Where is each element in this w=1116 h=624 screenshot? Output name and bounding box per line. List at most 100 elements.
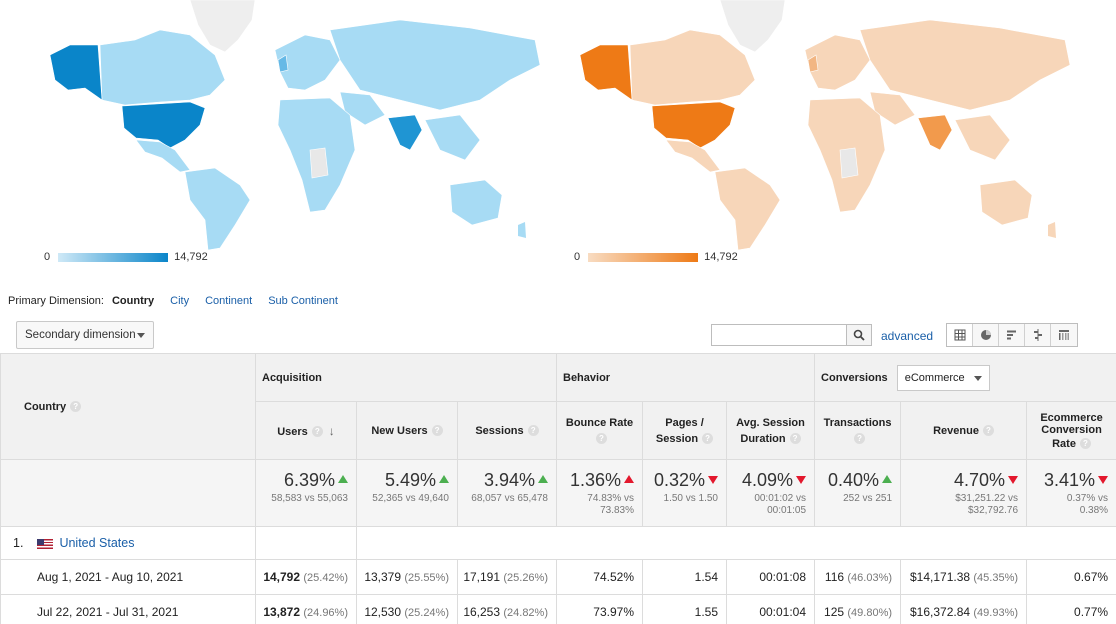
total-sessions: 3.94% 68,057 vs 65,478 xyxy=(457,459,557,527)
help-icon[interactable]: ? xyxy=(527,425,539,437)
map-legend-current: 0 14,792 xyxy=(44,251,208,263)
chevron-down-icon xyxy=(973,375,982,381)
bounce-rate-column-header[interactable]: Bounce Rate? xyxy=(556,401,643,460)
total-bounce-rate: 1.36% 74.83% vs 73.83% xyxy=(556,459,643,527)
help-icon[interactable]: ? xyxy=(789,433,801,445)
total-pages-session: 0.32% 1.50 vs 1.50 xyxy=(642,459,727,527)
primary-dimension-continent[interactable]: Continent xyxy=(205,295,253,307)
pages-session-cell: 1.55 xyxy=(642,594,727,624)
country-cell[interactable]: 1. United States xyxy=(0,526,256,560)
date-range-cell: Jul 22, 2021 - Jul 31, 2021 xyxy=(0,594,256,624)
conversions-type-dropdown[interactable]: eCommerce xyxy=(896,364,990,391)
new-users-column-header[interactable]: New Users? xyxy=(356,401,458,460)
arrow-down-icon xyxy=(796,476,807,484)
bounce-rate-cell: 73.97% xyxy=(556,594,643,624)
arrow-down-icon xyxy=(1008,476,1019,484)
country-column-header[interactable]: Country? xyxy=(0,353,256,460)
comparison-view-icon[interactable] xyxy=(1025,324,1051,346)
arrow-down-icon xyxy=(1098,476,1109,484)
table-search-input[interactable] xyxy=(711,324,847,346)
total-revenue: 4.70% $31,251.22 vs $32,792.76 xyxy=(900,459,1028,527)
legend-min: 0 xyxy=(574,251,581,263)
us-flag-icon xyxy=(37,538,54,549)
map-legend-previous: 0 14,792 xyxy=(574,251,738,263)
table-toolbar: Secondary dimension advanced xyxy=(0,318,1116,354)
search-button[interactable] xyxy=(846,324,872,346)
revenue-column-header[interactable]: Revenue? xyxy=(900,401,1028,460)
sessions-cell: 17,191 (25.26%) xyxy=(457,559,557,595)
transactions-cell: 125 (49.80%) xyxy=(814,594,902,624)
pie-chart-view-icon[interactable] xyxy=(973,324,999,346)
arrow-up-icon xyxy=(882,475,893,483)
behavior-group-header: Behavior xyxy=(555,353,816,402)
sessions-cell: 16,253 (24.82%) xyxy=(457,594,557,624)
help-icon[interactable]: ? xyxy=(702,433,714,445)
ecommerce-conversion-rate-cell: 0.77% xyxy=(1026,594,1116,624)
users-cell: 14,792 (25.42%) xyxy=(255,559,357,595)
country-link[interactable]: United States xyxy=(59,536,135,550)
ecommerce-conversion-rate-cell: 0.67% xyxy=(1026,559,1116,595)
arrow-up-icon xyxy=(338,475,348,483)
pages-session-cell: 1.54 xyxy=(642,559,727,595)
legend-gradient xyxy=(58,252,169,262)
pages-session-column-header[interactable]: Pages / Session? xyxy=(642,401,727,460)
help-icon[interactable]: ? xyxy=(854,433,866,444)
primary-dimension-sub-continent[interactable]: Sub Continent xyxy=(268,295,338,307)
legend-min: 0 xyxy=(44,251,51,263)
primary-dimension-label: Primary Dimension: xyxy=(8,295,104,307)
help-icon[interactable]: ? xyxy=(311,426,323,438)
performance-view-icon[interactable] xyxy=(999,324,1025,346)
report-table: Country? Acquisition Behavior Conversion… xyxy=(0,353,1116,624)
totals-row: 6.39% 58,583 vs 55,063 5.49% 52,365 vs 49,… xyxy=(0,459,1116,527)
total-avg-session: 4.09% 00:01:02 vs 00:01:05 xyxy=(725,459,816,527)
users-column-header[interactable]: Users? ↓ xyxy=(255,401,357,460)
total-ecommerce-conversion-rate: 3.41% 0.37% vs 0.38% xyxy=(1026,459,1116,527)
map-overlay-section: 0 14,792 0 14,792 xyxy=(0,0,1116,285)
total-transactions: 0.40% 252 vs 251 xyxy=(814,459,902,527)
avg-session-cell: 00:01:08 xyxy=(725,559,816,595)
legend-max: 14,792 xyxy=(174,251,208,263)
world-map-previous[interactable] xyxy=(570,0,1090,250)
help-icon[interactable]: ? xyxy=(982,425,994,437)
secondary-dimension-dropdown[interactable]: Secondary dimension xyxy=(16,321,154,349)
arrow-up-icon xyxy=(439,475,449,483)
data-table-view-icon[interactable] xyxy=(947,324,973,346)
legend-max: 14,792 xyxy=(704,251,738,263)
total-users: 6.39% 58,583 vs 55,063 xyxy=(255,459,357,527)
conversions-group-header: Conversions eCommerce xyxy=(814,353,1116,402)
help-icon[interactable]: ? xyxy=(596,433,607,444)
primary-dimension-bar: Primary Dimension: Country City Continen… xyxy=(8,295,354,307)
table-view-switcher xyxy=(946,323,1078,347)
transactions-column-header[interactable]: Transactions? xyxy=(814,401,902,460)
table-row: 1. United States xyxy=(0,526,1116,560)
avg-session-duration-column-header[interactable]: Avg. Session Duration? xyxy=(725,401,816,460)
date-range-cell: Aug 1, 2021 - Aug 10, 2021 xyxy=(0,559,256,595)
help-icon[interactable]: ? xyxy=(431,425,443,437)
chevron-down-icon xyxy=(137,333,145,338)
table-row: Aug 1, 2021 - Aug 10, 2021 14,792 (25.42… xyxy=(0,559,1116,595)
revenue-cell: $14,171.38 (45.35%) xyxy=(900,559,1028,595)
help-icon[interactable]: ? xyxy=(1079,438,1091,450)
ecommerce-conversion-rate-column-header[interactable]: Ecommerce Conversion Rate? xyxy=(1026,401,1116,460)
acquisition-group-header: Acquisition xyxy=(255,353,557,402)
avg-session-cell: 00:01:04 xyxy=(725,594,816,624)
arrow-down-icon xyxy=(708,476,718,484)
pivot-view-icon[interactable] xyxy=(1051,324,1077,346)
world-map-current[interactable] xyxy=(40,0,560,250)
secondary-dimension-label: Secondary dimension xyxy=(25,329,136,341)
legend-gradient xyxy=(588,252,699,262)
advanced-filter-link[interactable]: advanced xyxy=(881,329,934,343)
sort-descending-icon: ↓ xyxy=(328,423,335,438)
totals-label-cell xyxy=(0,459,256,527)
new-users-cell: 12,530 (25.24%) xyxy=(356,594,458,624)
arrow-up-icon xyxy=(538,475,548,483)
users-cell: 13,872 (24.96%) xyxy=(255,594,357,624)
primary-dimension-country: Country xyxy=(111,295,155,307)
total-new-users: 5.49% 52,365 vs 49,640 xyxy=(356,459,458,527)
table-row: Jul 22, 2021 - Jul 31, 2021 13,872 (24.9… xyxy=(0,594,1116,624)
sessions-column-header[interactable]: Sessions? xyxy=(457,401,557,460)
transactions-cell: 116 (46.03%) xyxy=(814,559,902,595)
primary-dimension-city[interactable]: City xyxy=(170,295,190,307)
help-icon[interactable]: ? xyxy=(70,401,82,413)
new-users-cell: 13,379 (25.55%) xyxy=(356,559,458,595)
